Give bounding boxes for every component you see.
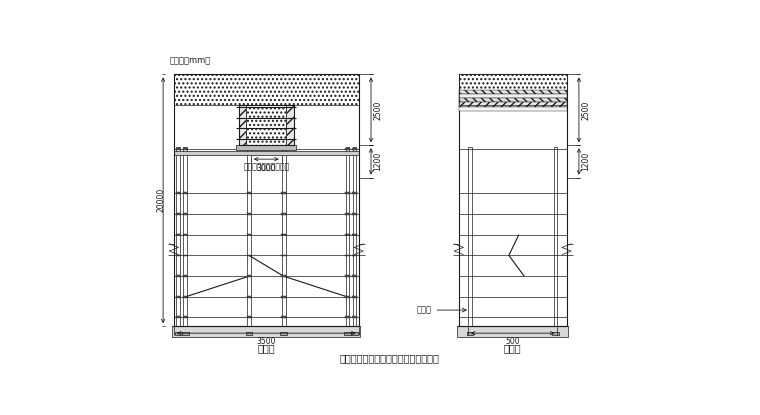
Bar: [182, 148, 188, 150]
Bar: [344, 332, 351, 335]
Text: 3500: 3500: [257, 337, 276, 346]
Bar: [459, 102, 567, 107]
Bar: [173, 326, 360, 337]
Text: 500: 500: [505, 337, 520, 346]
Bar: [281, 148, 286, 150]
Bar: [174, 151, 359, 154]
Bar: [239, 105, 294, 145]
Bar: [182, 234, 188, 235]
Bar: [352, 255, 356, 256]
Bar: [176, 255, 180, 256]
Bar: [345, 213, 350, 215]
Bar: [247, 255, 252, 256]
Bar: [182, 255, 188, 256]
Bar: [281, 296, 286, 298]
Text: 1200: 1200: [373, 152, 382, 171]
Text: 单位：（mm）: 单位：（mm）: [170, 56, 211, 65]
Bar: [281, 213, 286, 215]
Text: 2500: 2500: [581, 100, 591, 120]
Bar: [352, 213, 356, 215]
Bar: [176, 192, 180, 194]
Bar: [182, 213, 188, 215]
Bar: [176, 276, 180, 277]
Bar: [352, 296, 356, 298]
Bar: [345, 316, 350, 318]
Bar: [345, 234, 350, 235]
Bar: [176, 296, 180, 298]
Text: 2500: 2500: [373, 100, 382, 120]
Bar: [182, 332, 188, 335]
Bar: [352, 316, 356, 318]
Bar: [458, 326, 568, 337]
Text: 1200: 1200: [581, 152, 591, 171]
Bar: [346, 147, 350, 326]
Bar: [351, 332, 358, 335]
Text: 3000: 3000: [257, 164, 276, 173]
Bar: [176, 148, 180, 150]
Bar: [246, 105, 287, 145]
Bar: [182, 192, 188, 194]
Bar: [247, 213, 252, 215]
Bar: [239, 105, 246, 145]
Bar: [459, 74, 567, 105]
Bar: [353, 147, 356, 326]
Bar: [247, 276, 252, 277]
Bar: [176, 316, 180, 318]
Bar: [236, 145, 296, 150]
Bar: [247, 296, 252, 298]
Bar: [345, 296, 350, 298]
Bar: [459, 74, 567, 90]
Bar: [459, 107, 567, 111]
Bar: [182, 316, 188, 318]
Bar: [281, 316, 286, 318]
Text: 多道承重立杆图中省略: 多道承重立杆图中省略: [243, 162, 290, 171]
Text: 20000: 20000: [157, 188, 166, 212]
Text: 多根承重立杆，木方支撑垂直于梁截面: 多根承重立杆，木方支撑垂直于梁截面: [340, 353, 439, 363]
Bar: [467, 332, 473, 335]
Bar: [345, 255, 350, 256]
Bar: [247, 147, 251, 326]
Bar: [183, 147, 187, 326]
Bar: [345, 276, 350, 277]
Bar: [459, 95, 567, 98]
Text: 断面图: 断面图: [258, 343, 275, 353]
Bar: [280, 332, 287, 335]
Bar: [468, 147, 472, 326]
Bar: [345, 148, 350, 150]
Bar: [247, 234, 252, 235]
Bar: [247, 192, 252, 194]
Bar: [281, 276, 286, 277]
Text: 侧面图: 侧面图: [504, 343, 521, 353]
Bar: [459, 90, 567, 95]
Bar: [247, 316, 252, 318]
Bar: [553, 147, 557, 326]
Bar: [247, 148, 252, 150]
Bar: [182, 296, 188, 298]
Bar: [176, 234, 180, 235]
Text: 双立杆: 双立杆: [416, 305, 466, 315]
Bar: [352, 192, 356, 194]
Bar: [459, 98, 567, 102]
Bar: [281, 192, 286, 194]
Bar: [174, 74, 359, 105]
Bar: [182, 276, 188, 277]
Bar: [175, 332, 182, 335]
Bar: [282, 147, 286, 326]
Bar: [176, 213, 180, 215]
Bar: [552, 332, 559, 335]
Bar: [352, 276, 356, 277]
Bar: [345, 192, 350, 194]
Bar: [287, 105, 294, 145]
Bar: [281, 234, 286, 235]
Bar: [352, 148, 356, 150]
Bar: [176, 147, 180, 326]
Bar: [281, 255, 286, 256]
Bar: [245, 332, 252, 335]
Bar: [352, 234, 356, 235]
